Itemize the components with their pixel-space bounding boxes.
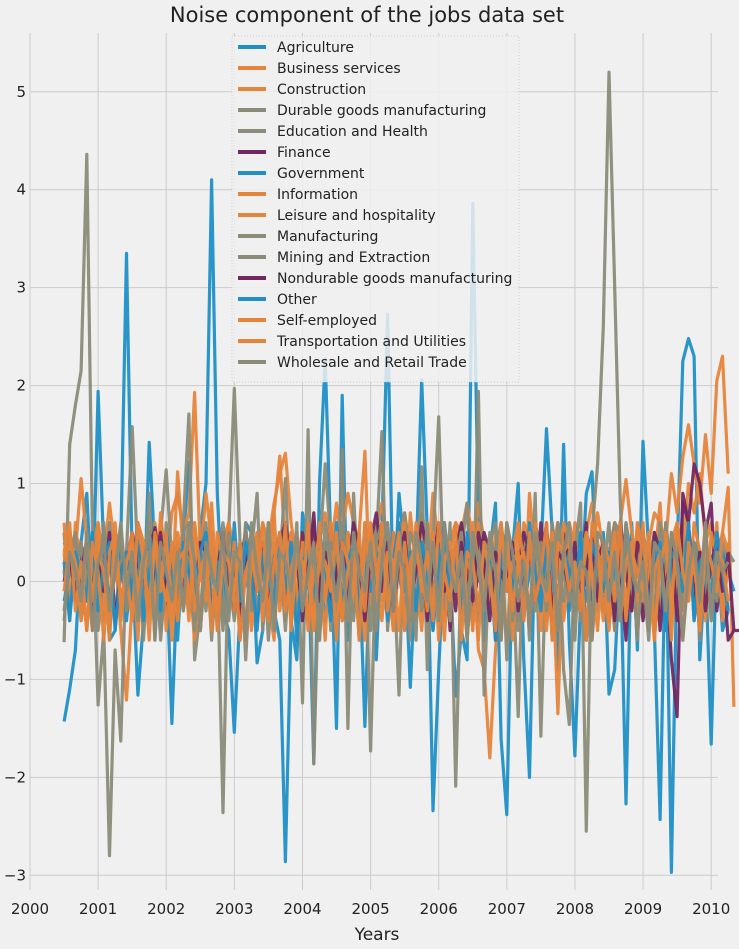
- legend-label: Self-employed: [277, 313, 377, 329]
- legend-label: Mining and Extraction: [277, 250, 430, 266]
- series-line-wholesale-and-retail-trade: [62, 521, 730, 642]
- legend-label: Leisure and hospitality: [277, 208, 436, 224]
- legend-label: Education and Health: [277, 124, 428, 140]
- y-tick-label: 4: [16, 181, 26, 199]
- legend-label: Durable goods manufacturing: [277, 103, 486, 119]
- y-tick-label: −3: [4, 866, 26, 884]
- legend-label: Finance: [277, 145, 331, 161]
- y-tick-label: 2: [16, 377, 26, 395]
- tick-labels: 2000 2001 2002 2003 2004 2005 2006 2007 2008 2009…: [4, 83, 730, 918]
- y-tick-label: 5: [16, 83, 26, 101]
- x-tick-label: 2010: [692, 900, 730, 918]
- legend-label: Construction: [277, 82, 366, 98]
- legend-label: Other: [277, 292, 317, 308]
- y-tick-label: −1: [4, 670, 26, 688]
- legend-label: Business services: [277, 61, 401, 77]
- x-tick-label: 2003: [215, 900, 253, 918]
- x-tick-label: 2008: [556, 900, 594, 918]
- legend-box: [231, 35, 520, 383]
- x-tick-label: 2007: [488, 900, 526, 918]
- legend: Agriculture Business services Construction…: [231, 35, 520, 383]
- legend-label: Government: [277, 166, 365, 182]
- y-tick-label: 3: [16, 279, 26, 297]
- legend-label: Wholesale and Retail Trade: [277, 355, 467, 371]
- y-tick-label: 1: [16, 475, 26, 493]
- x-axis-label: Years: [354, 925, 400, 945]
- series-group: [62, 70, 739, 875]
- y-tick-label: −2: [4, 768, 26, 786]
- legend-label: Information: [277, 187, 358, 203]
- chart-title: Noise component of the jobs data set: [170, 3, 564, 27]
- y-tick-label: 0: [16, 572, 26, 590]
- x-tick-label: 2006: [420, 900, 458, 918]
- legend-label: Transportation and Utilities: [276, 334, 466, 350]
- x-tick-label: 2009: [624, 900, 662, 918]
- x-tick-label: 2005: [352, 900, 390, 918]
- x-tick-label: 2004: [283, 900, 321, 918]
- x-tick-label: 2002: [147, 900, 185, 918]
- legend-label: Agriculture: [277, 40, 354, 56]
- x-tick-label: 2001: [79, 900, 117, 918]
- legend-label: Manufacturing: [277, 229, 378, 245]
- legend-label: Nondurable goods manufacturing: [277, 271, 512, 287]
- x-tick-label: 2000: [11, 900, 49, 918]
